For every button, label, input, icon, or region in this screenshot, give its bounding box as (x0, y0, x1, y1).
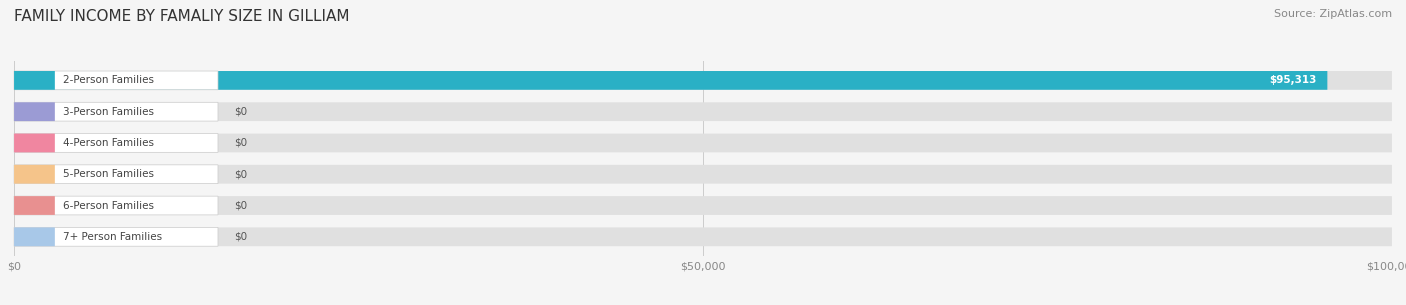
Text: $0: $0 (235, 169, 247, 179)
FancyBboxPatch shape (14, 196, 218, 215)
Text: 3-Person Families: 3-Person Families (63, 107, 155, 117)
FancyBboxPatch shape (14, 71, 218, 90)
Text: $0: $0 (235, 232, 247, 242)
FancyBboxPatch shape (14, 134, 55, 152)
FancyBboxPatch shape (14, 134, 1392, 152)
FancyBboxPatch shape (14, 71, 1327, 90)
Text: 7+ Person Families: 7+ Person Families (63, 232, 162, 242)
Text: 6-Person Families: 6-Person Families (63, 200, 155, 210)
FancyBboxPatch shape (14, 228, 1392, 246)
FancyBboxPatch shape (14, 196, 1392, 215)
FancyBboxPatch shape (14, 71, 55, 90)
Text: 2-Person Families: 2-Person Families (63, 75, 155, 85)
Text: 4-Person Families: 4-Person Families (63, 138, 155, 148)
Text: FAMILY INCOME BY FAMALIY SIZE IN GILLIAM: FAMILY INCOME BY FAMALIY SIZE IN GILLIAM (14, 9, 350, 24)
FancyBboxPatch shape (14, 165, 55, 184)
Text: $0: $0 (235, 138, 247, 148)
Text: $0: $0 (235, 200, 247, 210)
FancyBboxPatch shape (14, 134, 218, 152)
FancyBboxPatch shape (14, 165, 218, 184)
FancyBboxPatch shape (14, 102, 218, 121)
Text: Source: ZipAtlas.com: Source: ZipAtlas.com (1274, 9, 1392, 19)
FancyBboxPatch shape (14, 71, 1392, 90)
FancyBboxPatch shape (14, 165, 1392, 184)
FancyBboxPatch shape (14, 102, 1392, 121)
FancyBboxPatch shape (14, 102, 55, 121)
FancyBboxPatch shape (14, 228, 55, 246)
Text: $0: $0 (235, 107, 247, 117)
FancyBboxPatch shape (14, 228, 218, 246)
Text: $95,313: $95,313 (1270, 75, 1316, 85)
Text: 5-Person Families: 5-Person Families (63, 169, 155, 179)
FancyBboxPatch shape (14, 196, 55, 215)
